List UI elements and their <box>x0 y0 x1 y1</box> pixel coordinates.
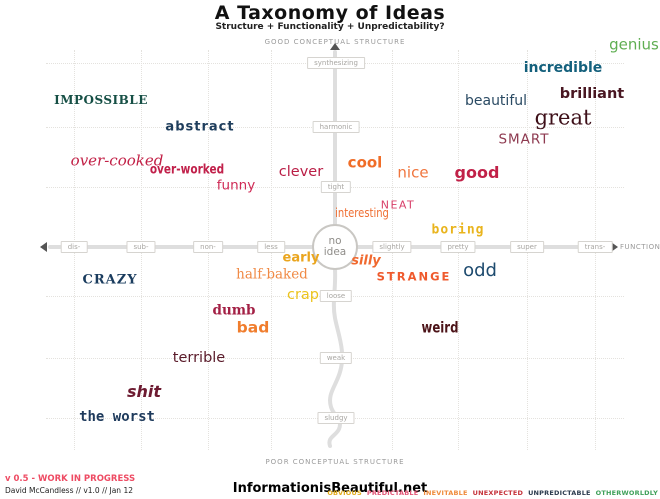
legend-item: OTHERWORLDLY <box>595 489 658 497</box>
idea-word: genius <box>609 35 659 54</box>
idea-word: interesting <box>335 204 389 220</box>
x-axis-tick: slightly <box>372 241 412 253</box>
x-axis-tick: non- <box>193 241 223 253</box>
idea-word: silly <box>351 253 381 269</box>
idea-word: nice <box>397 163 429 182</box>
idea-word: NEAT <box>380 198 416 212</box>
legend-item: INEVITABLE <box>423 489 468 497</box>
idea-word: great <box>534 105 592 130</box>
idea-word: over-cooked <box>70 151 164 170</box>
y-axis-tick: synthesizing <box>307 57 365 69</box>
y-axis-line-upper <box>333 50 337 247</box>
legend-item: UNEXPECTED <box>472 489 524 497</box>
idea-word: weird <box>421 318 459 337</box>
up-arrow-icon <box>330 43 340 50</box>
idea-word: SMART <box>498 131 550 148</box>
x-axis-tick: less <box>257 241 285 253</box>
idea-word: early <box>282 250 320 266</box>
idea-word: boring <box>431 222 485 238</box>
idea-word: half-baked <box>236 266 308 283</box>
y-axis-tick: tight <box>320 181 352 193</box>
page-title: A Taxonomy of Ideas <box>214 2 446 24</box>
y-axis-tick: weak <box>319 352 353 364</box>
idea-word: cool <box>347 153 383 172</box>
center-circle: no idea <box>312 224 358 270</box>
legend-item: UNPREDICTABLE <box>528 489 591 497</box>
idea-word: the worst <box>79 409 155 425</box>
idea-word: IMPOSSIBLE <box>54 93 148 107</box>
y-axis-top-label: GOOD CONCEPTUAL STRUCTURE <box>264 38 406 46</box>
idea-word: dumb <box>212 302 256 319</box>
legend-item: PREDICTABLE <box>366 489 419 497</box>
idea-word: over-worked <box>149 161 225 178</box>
x-axis-label: FUNCTIONAL <box>620 243 660 251</box>
y-axis-tick: harmonic <box>312 121 360 133</box>
center-label: no idea <box>323 234 347 258</box>
legend: OBVIOUS PREDICTABLE INEVITABLE UNEXPECTED UN… <box>327 489 658 497</box>
idea-word: clever <box>278 163 324 180</box>
x-axis-tick: trans- <box>577 241 613 253</box>
site-name: InformationisBeautiful.net <box>232 481 428 496</box>
version-status: v 0.5 - WORK IN PROGRESS <box>5 474 136 484</box>
x-axis-tick: dis- <box>60 241 88 253</box>
idea-word: incredible <box>523 60 603 76</box>
idea-word: funny <box>216 177 256 194</box>
idea-word: STRANGE <box>376 269 452 284</box>
x-axis-tick: super <box>510 241 544 253</box>
idea-word: good <box>454 163 500 182</box>
idea-word: crap <box>286 286 320 303</box>
idea-word: terrible <box>172 349 226 366</box>
idea-word: odd <box>463 260 497 281</box>
y-axis-bottom-label: POOR CONCEPTUAL STRUCTURE <box>265 458 405 466</box>
idea-word: bad <box>236 318 270 337</box>
idea-word: abstract <box>165 119 235 135</box>
left-arrow-icon <box>40 242 47 252</box>
x-axis-tick: sub- <box>126 241 156 253</box>
right-arrow-icon <box>611 242 618 252</box>
legend-item: OBVIOUS <box>327 489 362 497</box>
idea-word: beautiful <box>464 93 528 109</box>
y-axis-tick: loose <box>319 290 353 302</box>
y-axis-tick: sludgy <box>317 412 355 424</box>
page-subtitle: Structure + Functionality + Unpredictabi… <box>215 22 445 32</box>
idea-word: CRAZY <box>82 272 138 288</box>
credit-line: David McCandless // v1.0 // Jan 12 <box>5 486 133 495</box>
idea-word: brilliant <box>559 85 625 102</box>
idea-word: shit <box>126 382 162 401</box>
x-axis-tick: pretty <box>440 241 476 253</box>
